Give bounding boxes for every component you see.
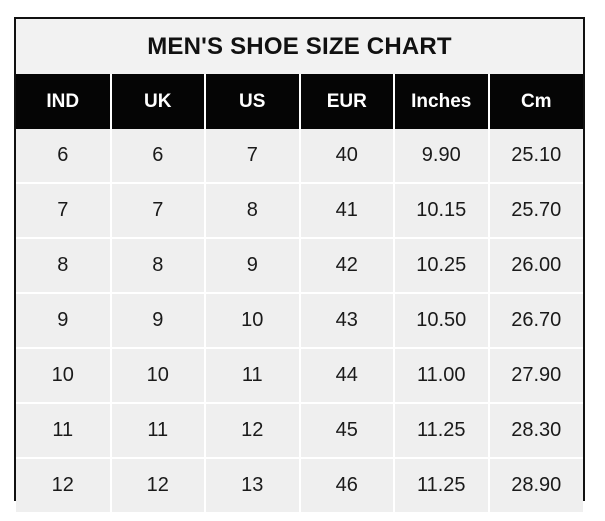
cell-eur: 41 — [299, 183, 395, 239]
column-header-uk: UK — [110, 74, 206, 129]
cell-ind: 8 — [16, 238, 112, 294]
cell-us: 10 — [205, 293, 301, 349]
cell-uk: 12 — [110, 458, 206, 512]
column-header-us: US — [205, 74, 301, 129]
table-row: 12 12 13 46 11.25 28.90 — [16, 458, 583, 512]
table-header-row: IND UK US EUR Inches Cm — [16, 74, 583, 129]
column-header-eur: EUR — [299, 74, 395, 129]
table-row: 10 10 11 44 11.00 27.90 — [16, 348, 583, 404]
table-body: 6 6 7 40 9.90 25.10 7 7 8 41 10.15 25.70… — [16, 129, 583, 512]
cell-us: 11 — [205, 348, 301, 404]
cell-ind: 6 — [16, 129, 112, 184]
cell-uk: 9 — [110, 293, 206, 349]
cell-inches: 11.00 — [394, 348, 490, 404]
cell-eur: 40 — [299, 129, 395, 184]
cell-cm: 27.90 — [488, 348, 583, 404]
cell-ind: 12 — [16, 458, 112, 512]
column-header-ind: IND — [16, 74, 112, 129]
cell-ind: 9 — [16, 293, 112, 349]
cell-us: 12 — [205, 403, 301, 459]
cell-eur: 45 — [299, 403, 395, 459]
cell-ind: 10 — [16, 348, 112, 404]
cell-cm: 28.30 — [488, 403, 583, 459]
cell-inches: 11.25 — [394, 458, 490, 512]
cell-inches: 10.50 — [394, 293, 490, 349]
table-row: 8 8 9 42 10.25 26.00 — [16, 238, 583, 294]
cell-cm: 26.70 — [488, 293, 583, 349]
cell-cm: 25.10 — [488, 129, 583, 184]
cell-eur: 43 — [299, 293, 395, 349]
cell-inches: 10.25 — [394, 238, 490, 294]
table-row: 9 9 10 43 10.50 26.70 — [16, 293, 583, 349]
cell-inches: 9.90 — [394, 129, 490, 184]
table-row: 11 11 12 45 11.25 28.30 — [16, 403, 583, 459]
column-header-inches: Inches — [394, 74, 490, 129]
cell-cm: 28.90 — [488, 458, 583, 512]
cell-eur: 42 — [299, 238, 395, 294]
table-header: IND UK US EUR Inches Cm — [16, 74, 583, 129]
chart-title-band: MEN'S SHOE SIZE CHART — [16, 19, 583, 74]
table-row: 6 6 7 40 9.90 25.10 — [16, 129, 583, 184]
cell-uk: 11 — [110, 403, 206, 459]
cell-inches: 10.15 — [394, 183, 490, 239]
cell-uk: 6 — [110, 129, 206, 184]
cell-uk: 10 — [110, 348, 206, 404]
cell-us: 13 — [205, 458, 301, 512]
cell-eur: 44 — [299, 348, 395, 404]
cell-us: 7 — [205, 129, 301, 184]
cell-inches: 11.25 — [394, 403, 490, 459]
table-row: 7 7 8 41 10.15 25.70 — [16, 183, 583, 239]
column-header-cm: Cm — [488, 74, 583, 129]
cell-uk: 8 — [110, 238, 206, 294]
cell-ind: 11 — [16, 403, 112, 459]
cell-cm: 26.00 — [488, 238, 583, 294]
cell-uk: 7 — [110, 183, 206, 239]
page-title: MEN'S SHOE SIZE CHART — [147, 32, 452, 60]
cell-us: 9 — [205, 238, 301, 294]
cell-eur: 46 — [299, 458, 395, 512]
cell-us: 8 — [205, 183, 301, 239]
cell-cm: 25.70 — [488, 183, 583, 239]
size-chart-container: MEN'S SHOE SIZE CHART IND UK US EUR Inch… — [14, 17, 585, 512]
shoe-size-table: IND UK US EUR Inches Cm 6 6 7 40 9.90 25… — [16, 74, 583, 512]
cell-ind: 7 — [16, 183, 112, 239]
